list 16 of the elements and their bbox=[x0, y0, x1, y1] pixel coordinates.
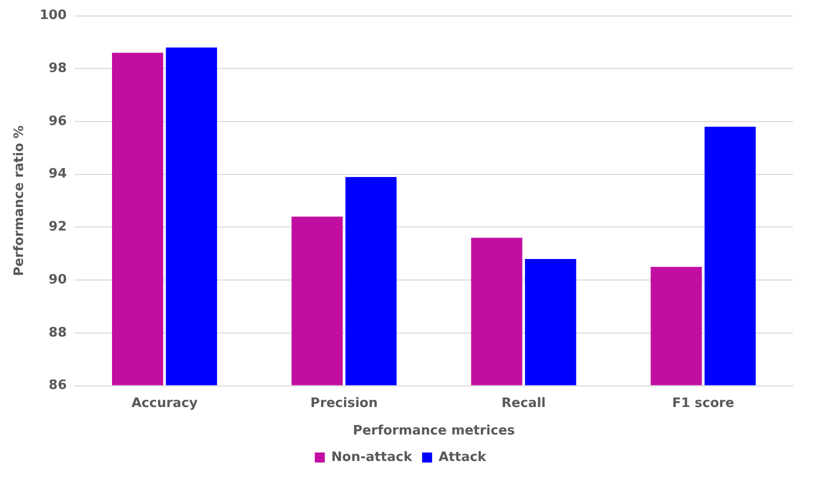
x-tick-label: Recall bbox=[502, 396, 546, 411]
legend-label: Non-attack bbox=[331, 450, 412, 465]
x-tick-label: Precision bbox=[310, 396, 378, 411]
legend-label: Attack bbox=[438, 450, 487, 465]
y-tick-label: 90 bbox=[48, 272, 67, 288]
y-tick-label: 98 bbox=[48, 61, 67, 76]
y-tick-label: 86 bbox=[48, 378, 67, 394]
x-tick-label: F1 score bbox=[672, 396, 734, 411]
y-axis-title: Performance ratio % bbox=[12, 125, 28, 276]
y-tick-label: 88 bbox=[48, 325, 67, 340]
x-axis-title: Performance metrices bbox=[352, 424, 516, 439]
y-tick-label: 94 bbox=[48, 166, 67, 182]
x-tick-label: Accuracy bbox=[131, 396, 198, 411]
y-tick-label: 92 bbox=[48, 220, 67, 235]
y-tick-label: 96 bbox=[48, 114, 67, 129]
y-tick-label: 100 bbox=[40, 8, 67, 24]
